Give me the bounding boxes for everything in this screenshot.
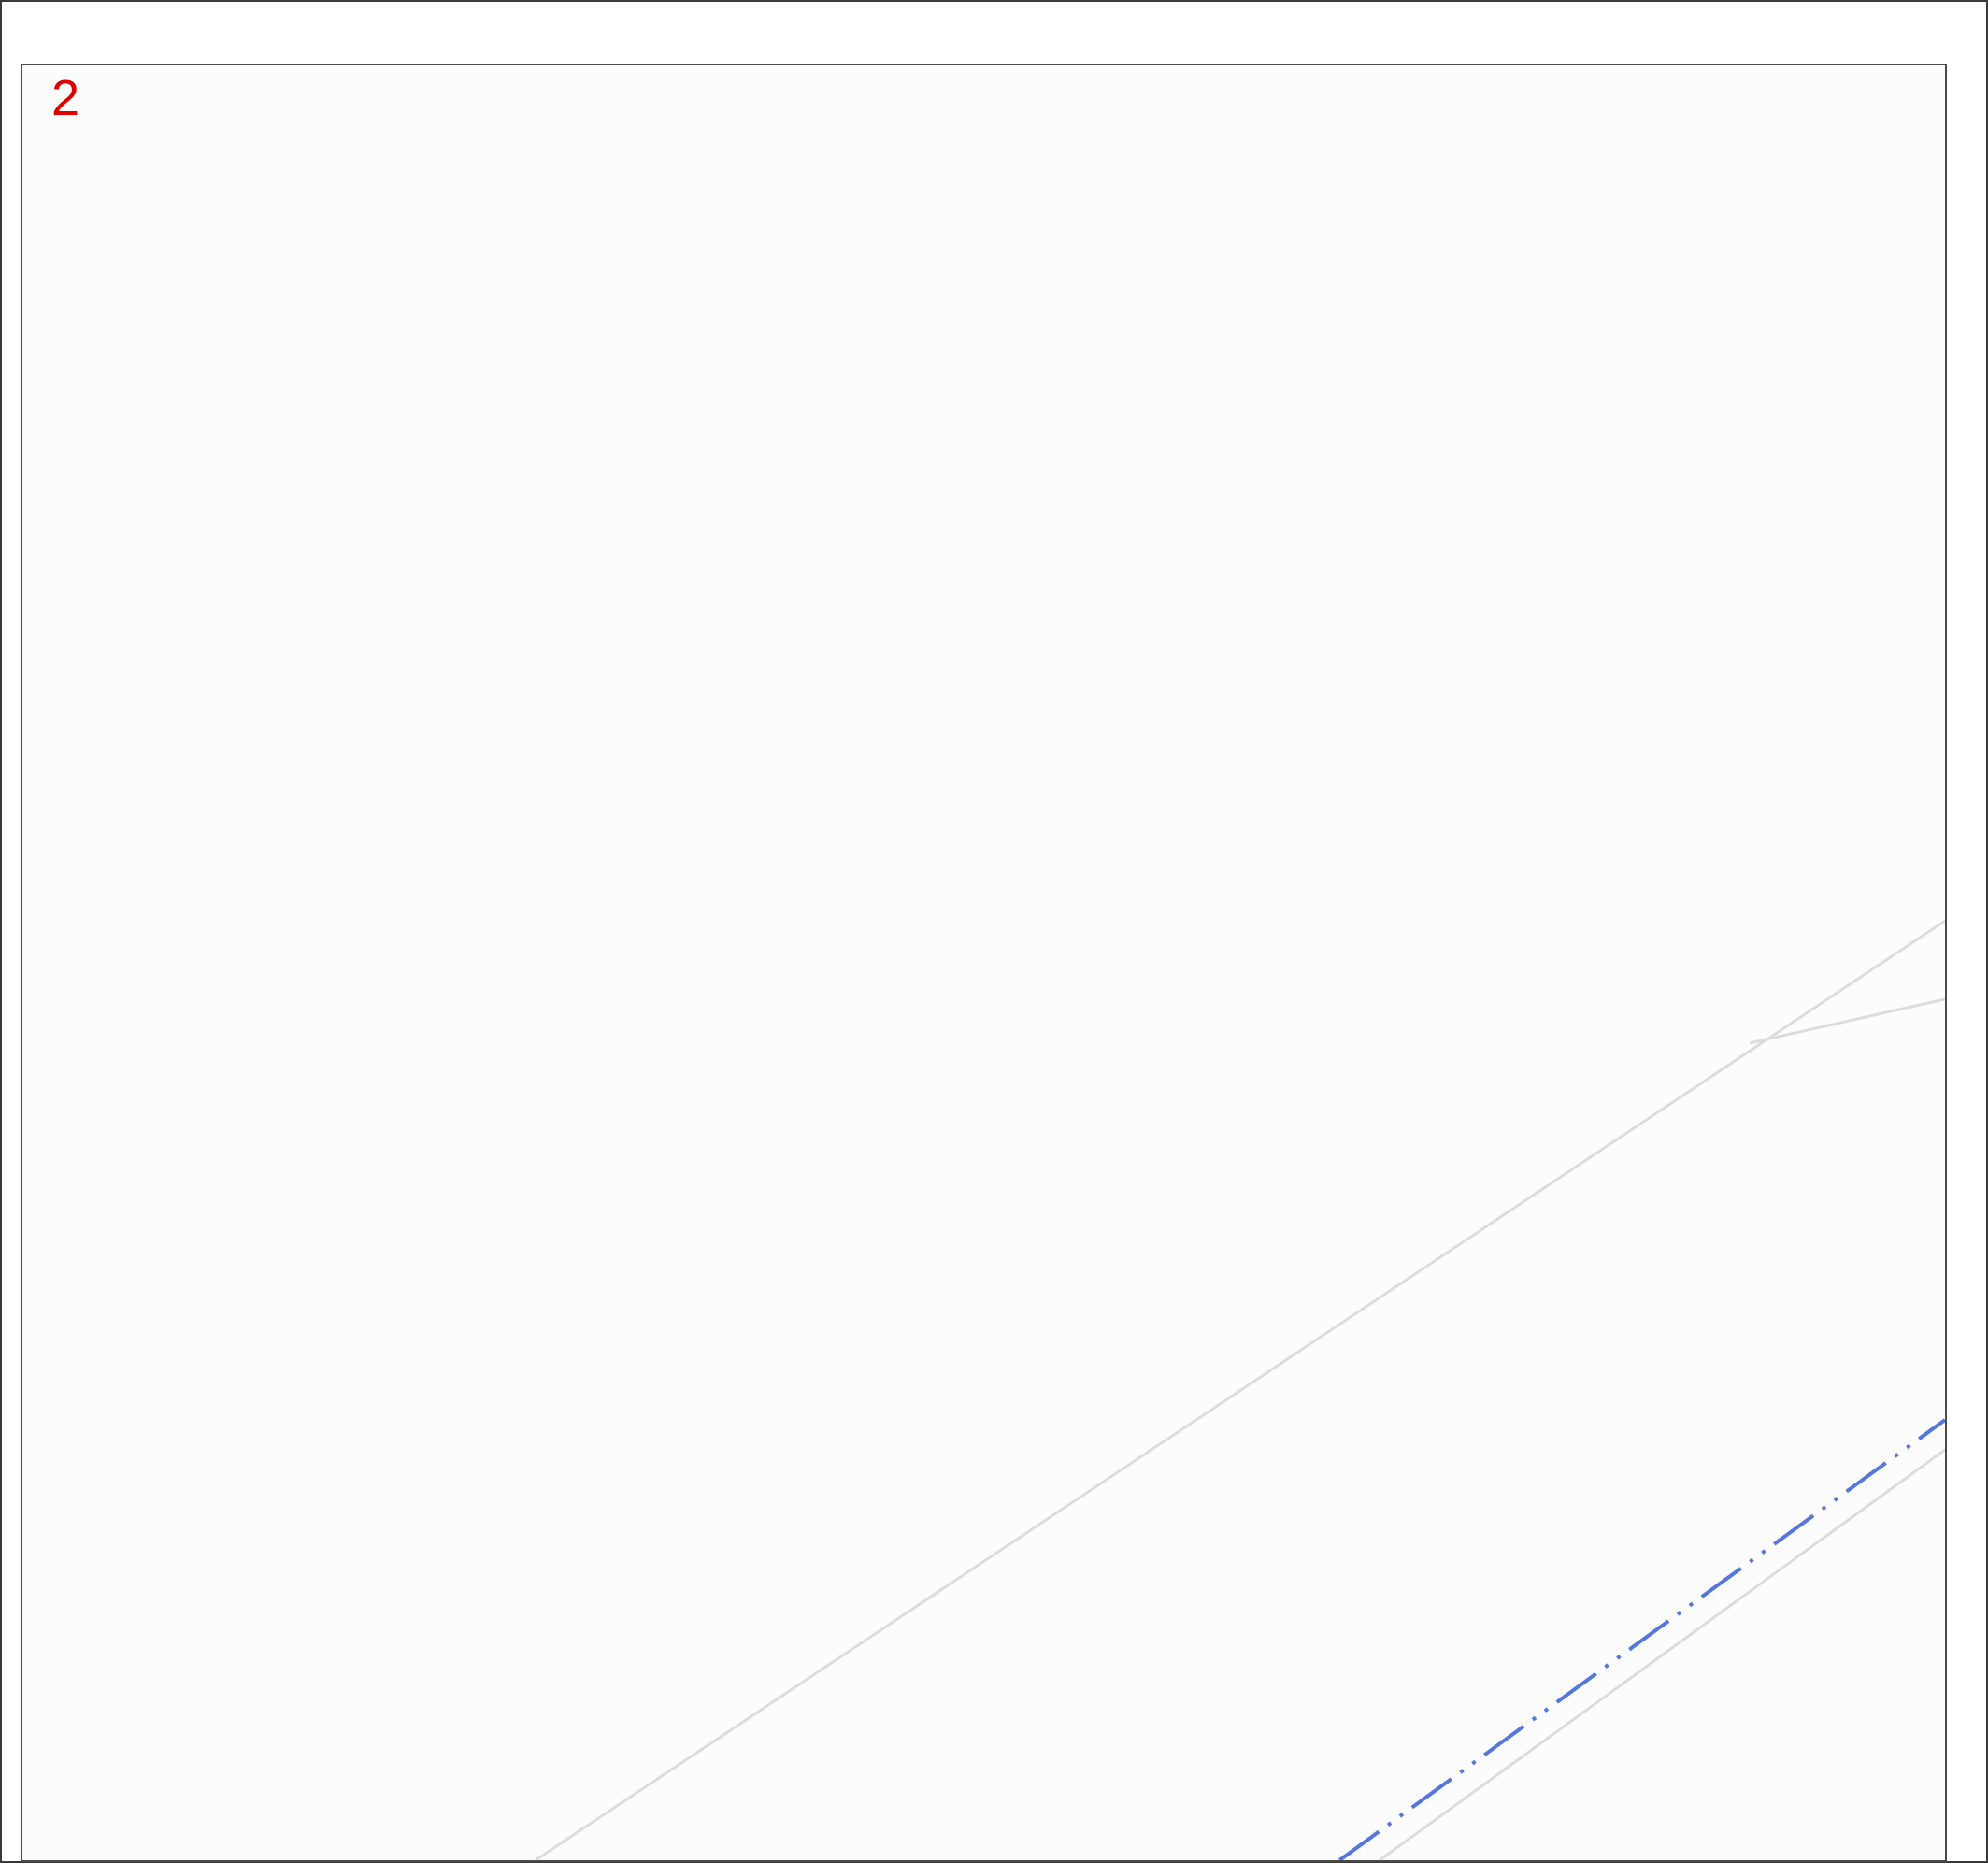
map-frame[interactable]: 2 — [21, 64, 1947, 1862]
boundary-dash-dot — [1338, 1418, 1945, 1860]
road-edge-upper — [535, 919, 1945, 1860]
road-spur — [1750, 997, 1945, 1045]
map-canvas[interactable] — [22, 65, 1945, 1860]
road-edge-lower — [1379, 1448, 1945, 1860]
page-number: 2 — [51, 70, 80, 126]
